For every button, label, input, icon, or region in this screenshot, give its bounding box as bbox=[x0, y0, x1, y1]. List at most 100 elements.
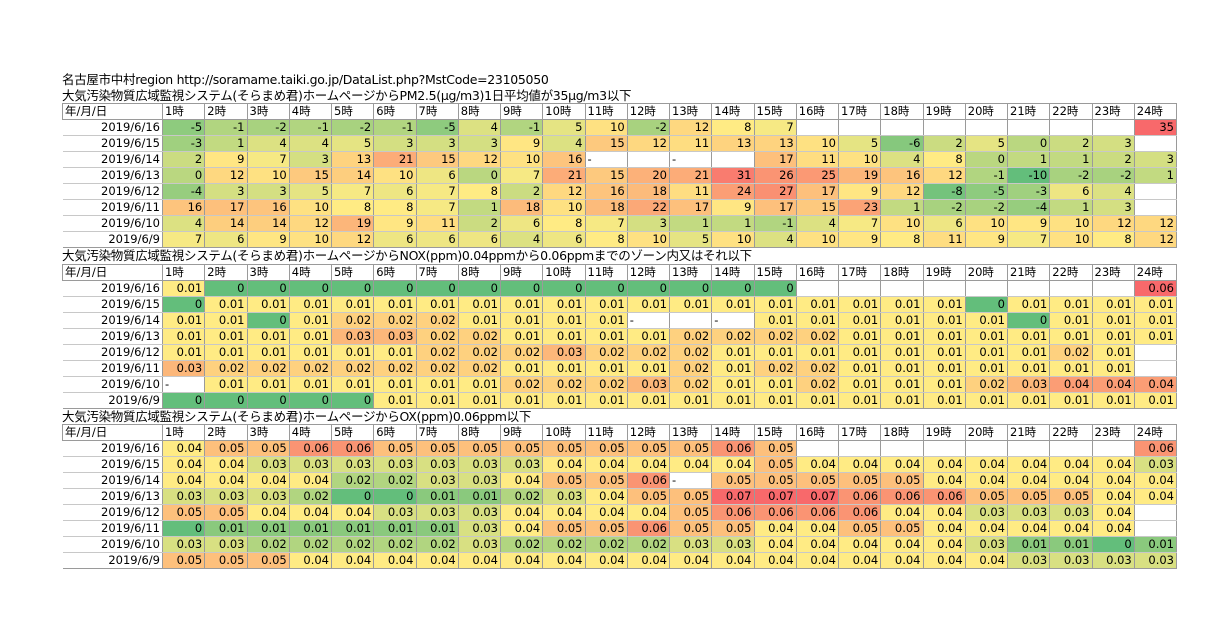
value-cell: 3 bbox=[247, 183, 290, 200]
value-cell: 0.02 bbox=[965, 376, 1009, 393]
value-cell: 0.05 bbox=[585, 520, 628, 537]
value-cell: 0.04 bbox=[923, 504, 966, 521]
value-cell: 10 bbox=[289, 231, 333, 248]
value-cell: 0.02 bbox=[500, 488, 544, 505]
value-cell: 0.03 bbox=[1007, 552, 1051, 569]
value-cell: 0.01 bbox=[880, 360, 924, 377]
value-cell: 0.05 bbox=[711, 520, 755, 537]
value-cell: 0.05 bbox=[669, 440, 713, 457]
value-cell: -1 bbox=[373, 119, 417, 136]
value-cell bbox=[838, 280, 882, 297]
value-cell: 0.02 bbox=[289, 360, 333, 377]
value-cell: 0.04 bbox=[585, 552, 628, 569]
value-cell: 0.05 bbox=[500, 440, 544, 457]
value-cell: 3 bbox=[289, 151, 333, 168]
value-cell: 0 bbox=[1007, 312, 1051, 329]
value-cell: 0.03 bbox=[1049, 552, 1093, 569]
value-cell: 0.02 bbox=[247, 360, 290, 377]
value-cell bbox=[880, 440, 924, 457]
date-cell: 2019/6/10 bbox=[62, 215, 163, 232]
value-cell: 0.01 bbox=[1007, 536, 1051, 553]
value-cell: 0.05 bbox=[204, 552, 248, 569]
value-cell: 4 bbox=[289, 135, 333, 152]
value-cell: 0.02 bbox=[542, 536, 586, 553]
value-cell: 0.01 bbox=[204, 376, 248, 393]
value-cell: 0.01 bbox=[204, 344, 248, 361]
value-cell: 8 bbox=[585, 231, 628, 248]
value-cell bbox=[1007, 280, 1051, 297]
hour-header: 9時 bbox=[500, 103, 544, 120]
value-cell: 0.01 bbox=[711, 296, 755, 313]
value-cell: 0.04 bbox=[627, 456, 671, 473]
hour-header: 17時 bbox=[838, 263, 882, 281]
value-cell: 0.04 bbox=[838, 552, 882, 569]
value-cell: 7 bbox=[838, 215, 882, 232]
table-row: 2019/6/10-0.01 0.01 0.01 0.01 0.01 0.01 0.01 0.… bbox=[62, 376, 1178, 393]
value-cell: 21 bbox=[373, 151, 417, 168]
table-row: 2019/6/9 7 6 9 10 12 6 6 6 4 6 8 10 5 10 4 10 9 8 11 9 7 10 8 12 bbox=[62, 231, 1178, 248]
value-cell: 0.04 bbox=[711, 456, 755, 473]
value-cell: 0.03 bbox=[416, 456, 459, 473]
value-cell: 0.01 bbox=[796, 296, 840, 313]
hour-header: 21時 bbox=[1007, 424, 1051, 441]
hour-header: 16時 bbox=[796, 263, 840, 281]
value-cell: 10 bbox=[796, 231, 840, 248]
value-cell bbox=[1092, 440, 1135, 457]
hour-header: 11時 bbox=[585, 424, 628, 441]
hour-header: 8時 bbox=[458, 263, 502, 281]
value-cell: 0.01 bbox=[754, 344, 797, 361]
hour-header: 17時 bbox=[838, 103, 882, 120]
value-cell: 0.02 bbox=[500, 344, 544, 361]
value-cell: 0 bbox=[373, 488, 417, 505]
table-row: 2019/6/10 0.03 0.03 0.02 0.02 0.02 0.02 0.02 0.0… bbox=[62, 536, 1178, 553]
value-cell: 0.01 bbox=[289, 328, 333, 345]
value-cell: 0.01 bbox=[373, 376, 417, 393]
value-cell: 0.05 bbox=[880, 520, 924, 537]
value-cell: 0.04 bbox=[585, 456, 628, 473]
value-cell: -5 bbox=[416, 119, 459, 136]
value-cell: 0.04 bbox=[1049, 456, 1093, 473]
value-cell: 0.01 bbox=[542, 312, 586, 329]
date-cell: 2019/6/16 bbox=[62, 119, 163, 136]
value-cell: 0.01 bbox=[627, 296, 671, 313]
date-cell: 2019/6/12 bbox=[62, 183, 163, 200]
value-cell: -1 bbox=[965, 167, 1009, 184]
value-cell: 0.06 bbox=[754, 504, 797, 521]
value-cell bbox=[880, 280, 924, 297]
value-cell: 2 bbox=[162, 151, 206, 168]
value-cell: 0.05 bbox=[796, 472, 840, 489]
data-table-nox: 年/月/日 1時 2時 3時 4時 5時 6時 7時 8時 9時 10時 11時 12時 13時 14時 15… bbox=[62, 263, 1178, 409]
value-cell: 0.01 bbox=[1134, 536, 1178, 553]
value-cell bbox=[1007, 119, 1051, 136]
value-cell: 0.01 bbox=[500, 392, 544, 409]
value-cell: 0.06 bbox=[711, 504, 755, 521]
value-cell: 2 bbox=[1092, 151, 1135, 168]
value-cell: 0 bbox=[162, 296, 206, 313]
value-cell: 0.04 bbox=[796, 536, 840, 553]
value-cell: 15 bbox=[585, 167, 628, 184]
value-cell: 0.04 bbox=[669, 552, 713, 569]
value-cell: 0.02 bbox=[500, 536, 544, 553]
header-row: 年/月/日 1時 2時 3時 4時 5時 6時 7時 8時 9時 10時 11時 12時 13時 14時 15… bbox=[62, 263, 1178, 281]
hour-header: 23時 bbox=[1092, 103, 1135, 120]
value-cell: 17 bbox=[754, 151, 797, 168]
value-cell: 0.01 bbox=[373, 520, 417, 537]
value-cell: 0.01 bbox=[542, 328, 586, 345]
hour-header: 3時 bbox=[247, 424, 290, 441]
value-cell: 0.03 bbox=[965, 536, 1009, 553]
value-cell: 0.04 bbox=[585, 504, 628, 521]
hour-header: 18時 bbox=[880, 424, 924, 441]
hour-header: 14時 bbox=[711, 424, 755, 441]
value-cell: 0.05 bbox=[965, 488, 1009, 505]
table-row: 2019/6/16 -5 -1 -2 -1 -2 -1 -5 4 -1 5 10 -2 12 8 7 35 bbox=[62, 119, 1178, 136]
hour-header: 12時 bbox=[627, 424, 671, 441]
value-cell: 0.01 bbox=[247, 520, 290, 537]
value-cell: -4 bbox=[162, 183, 206, 200]
value-cell: 0.04 bbox=[880, 456, 924, 473]
value-cell: 0.04 bbox=[289, 472, 333, 489]
value-cell bbox=[1134, 520, 1178, 537]
value-cell: 0.01 bbox=[1049, 392, 1093, 409]
value-cell: 0.01 bbox=[1007, 344, 1051, 361]
value-cell: 0.07 bbox=[711, 488, 755, 505]
value-cell: 15 bbox=[289, 167, 333, 184]
